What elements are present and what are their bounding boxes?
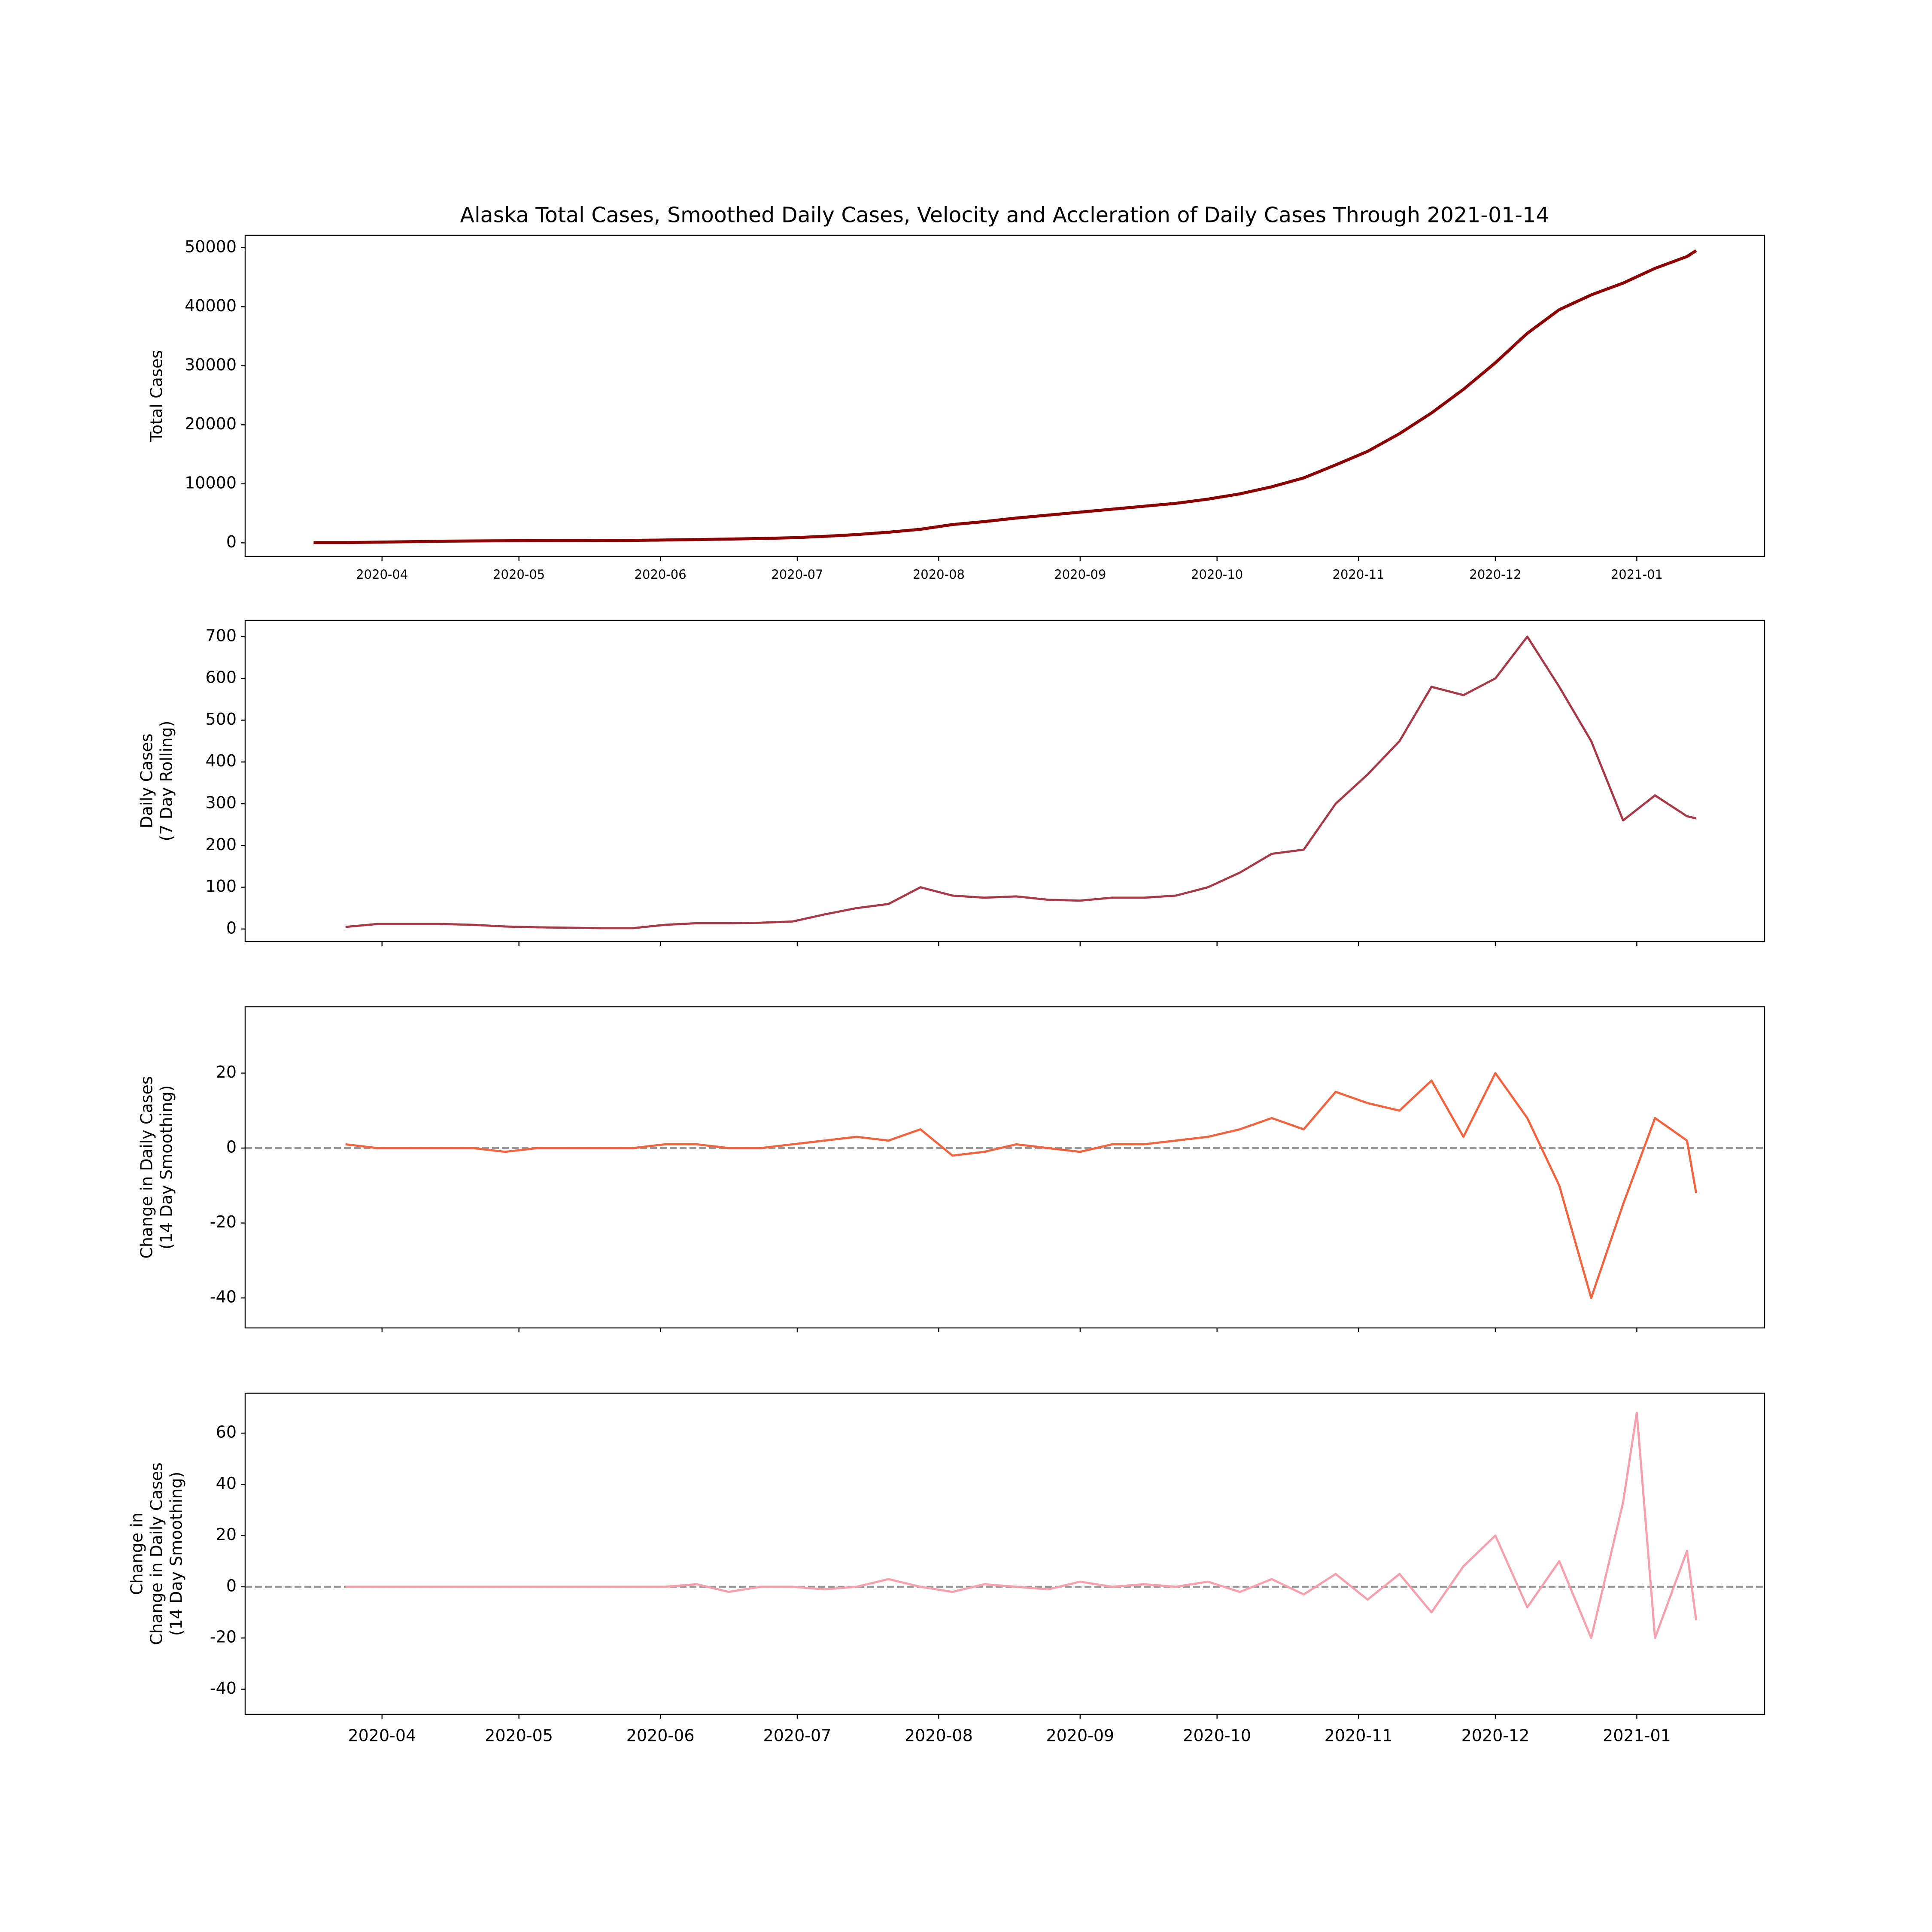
chart-title: Alaska Total Cases, Smoothed Daily Cases… <box>460 203 1549 228</box>
y-tick-label: 700 <box>205 626 237 645</box>
y-tick-label: 40 <box>216 1474 237 1493</box>
y-tick-label: 0 <box>226 1138 237 1157</box>
x-tick-label: 2020-10 <box>1183 1726 1251 1745</box>
y-axis-label: Change in Daily Cases <box>137 1076 156 1258</box>
y-tick-label: 40000 <box>185 296 237 315</box>
x-tick-label: 2020-11 <box>1324 1726 1393 1745</box>
y-axis-label: Change in Daily Cases <box>147 1462 166 1645</box>
data-line <box>345 1411 1698 1639</box>
y-tick-label: 500 <box>205 710 237 729</box>
y-tick-label: 20 <box>216 1525 237 1544</box>
plot-frame <box>244 620 1765 942</box>
plot-frame <box>244 1006 1765 1329</box>
y-axis-label: (7 Day Rolling) <box>157 721 176 841</box>
y-axis-label: (14 Day Smoothing) <box>167 1472 186 1636</box>
x-tick-label: 2020-04 <box>348 1726 416 1745</box>
y-tick-label: 600 <box>205 668 237 687</box>
y-tick-label: 0 <box>226 918 237 937</box>
y-tick-label: 50000 <box>185 237 237 256</box>
x-tick-label: 2020-12 <box>1461 1726 1530 1745</box>
x-tick-label: 2020-10 <box>1191 567 1243 582</box>
x-tick-label: 2020-09 <box>1046 1726 1114 1745</box>
y-tick-label: 0 <box>226 1576 237 1595</box>
plot-frame <box>244 1392 1765 1715</box>
x-tick-label: 2020-06 <box>626 1726 695 1745</box>
x-tick-label: 2020-07 <box>771 567 823 582</box>
y-tick-label: 20 <box>216 1063 237 1081</box>
x-tick-label: 2020-04 <box>356 567 408 582</box>
y-tick-label: -40 <box>210 1288 237 1306</box>
y-tick-label: 200 <box>205 835 237 854</box>
data-line <box>345 1072 1698 1299</box>
x-tick-label: 2020-09 <box>1054 567 1106 582</box>
x-tick-label: 2020-05 <box>485 1726 553 1745</box>
y-tick-label: 10000 <box>185 473 237 492</box>
x-tick-label: 2020-11 <box>1333 567 1385 582</box>
data-line <box>345 635 1697 930</box>
data-line <box>313 249 1697 544</box>
y-tick-label: 60 <box>216 1423 237 1442</box>
x-tick-label: 2020-05 <box>493 567 545 582</box>
y-tick-label: 100 <box>205 877 237 896</box>
y-axis-label: Daily Cases <box>137 733 156 828</box>
plot-frame <box>244 234 1765 557</box>
y-axis-label: Change in <box>128 1513 146 1595</box>
x-tick-label: 2020-12 <box>1469 567 1521 582</box>
x-tick-label: 2020-07 <box>763 1726 832 1745</box>
y-tick-label: 300 <box>205 793 237 812</box>
y-tick-label: 400 <box>205 751 237 770</box>
y-tick-label: -20 <box>210 1628 237 1646</box>
y-tick-label: 0 <box>226 532 237 551</box>
y-tick-label: -40 <box>210 1679 237 1698</box>
y-axis-label: (14 Day Smoothing) <box>157 1085 176 1250</box>
x-tick-label: 2020-08 <box>913 567 965 582</box>
y-tick-label: 20000 <box>185 414 237 433</box>
x-tick-label: 2021-01 <box>1611 567 1663 582</box>
x-tick-label: 2020-08 <box>905 1726 973 1745</box>
y-tick-label: 30000 <box>185 355 237 374</box>
y-axis-label: Total Cases <box>147 350 166 442</box>
x-tick-label: 2021-01 <box>1603 1726 1671 1745</box>
x-tick-label: 2020-06 <box>635 567 687 582</box>
y-tick-label: -20 <box>210 1212 237 1231</box>
